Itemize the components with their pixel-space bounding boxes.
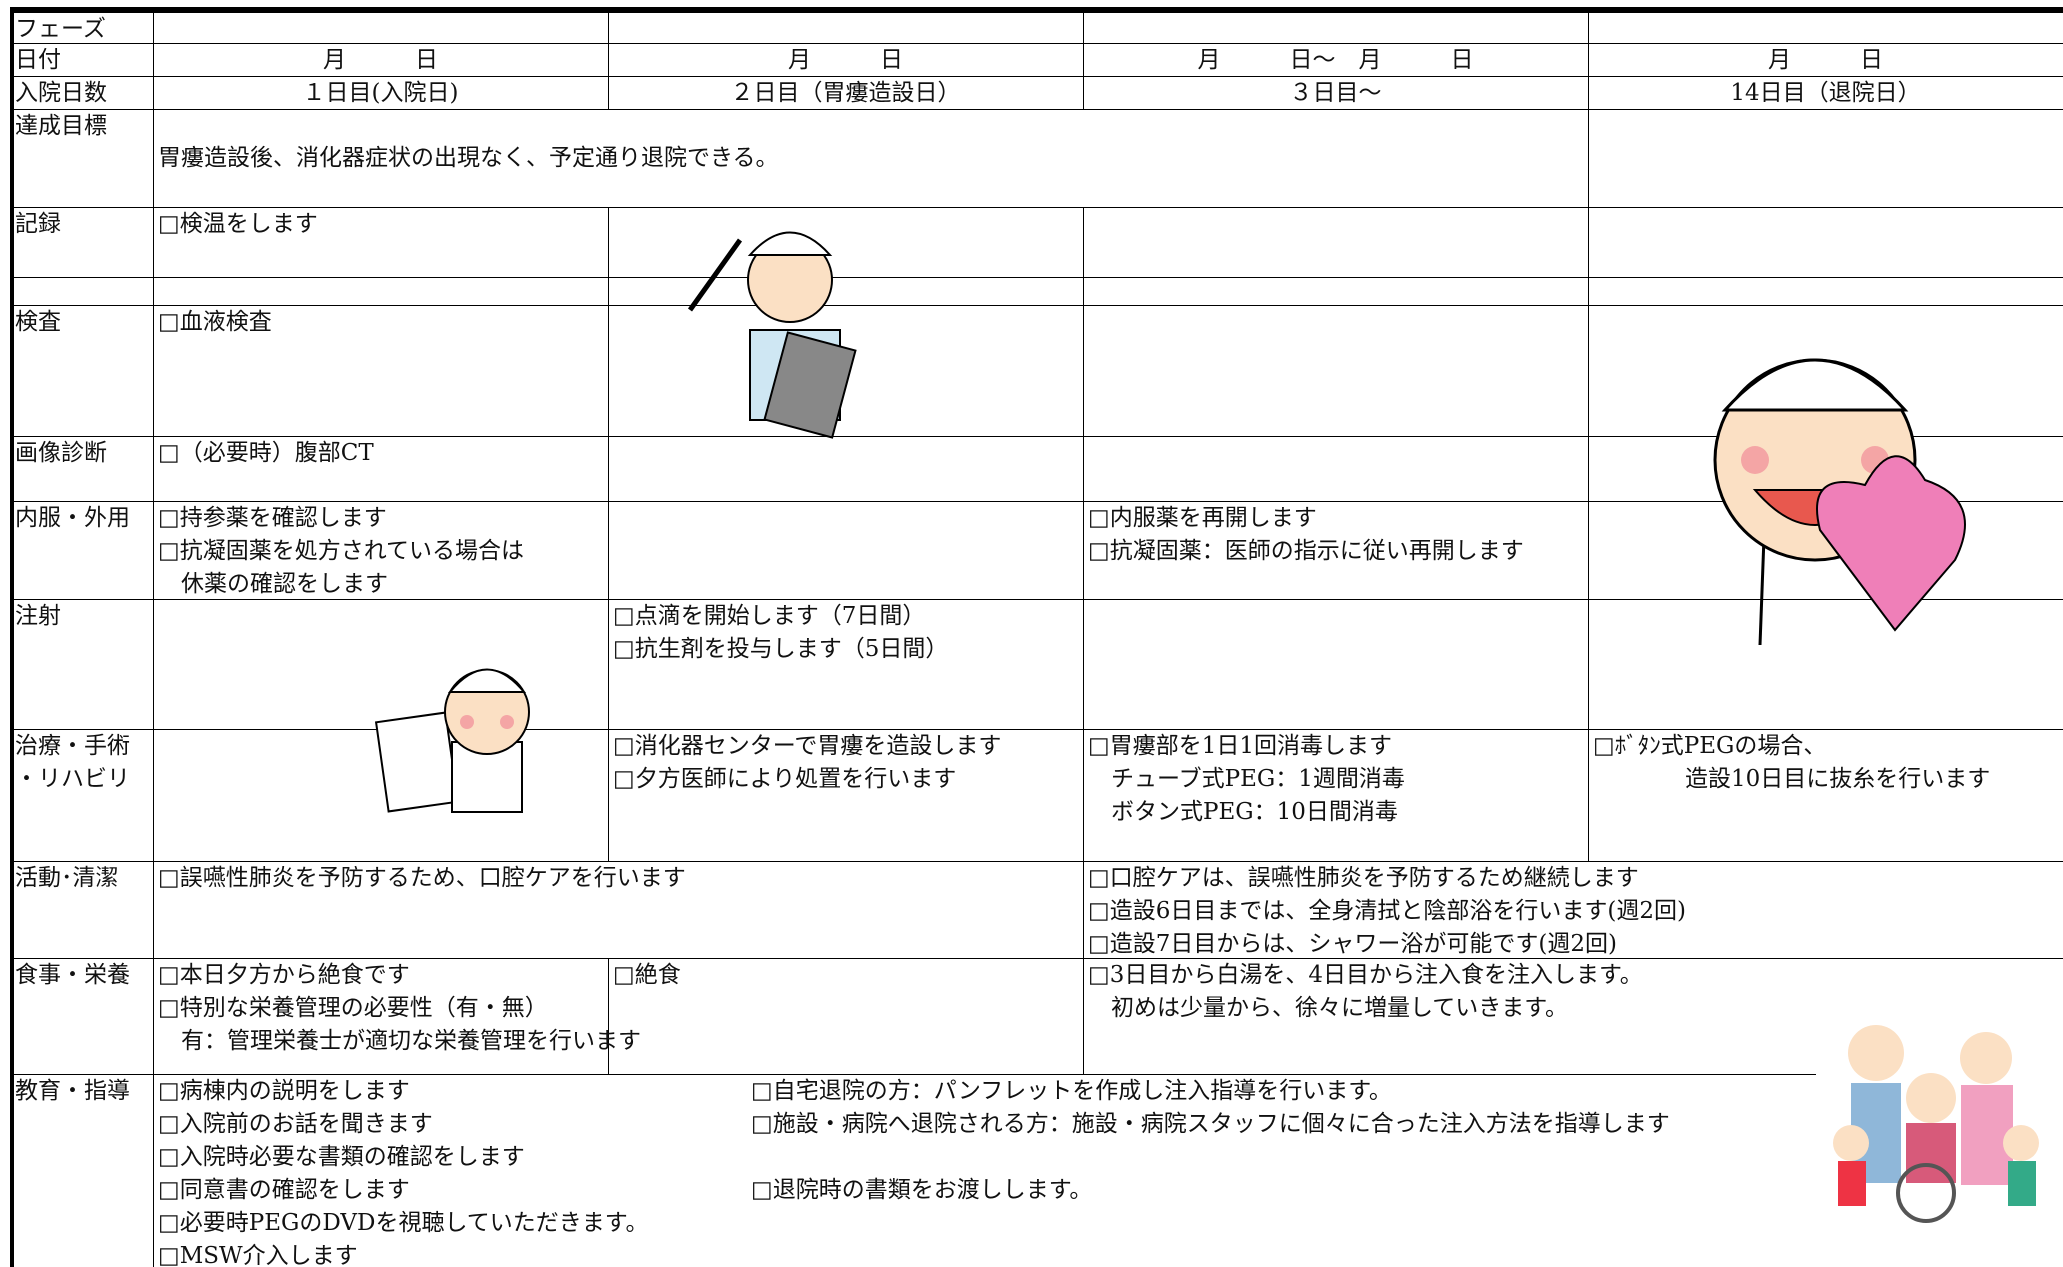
table-cell xyxy=(1588,501,2063,600)
row-label: 検査 xyxy=(15,309,61,335)
cell-text: １日目(入院日) xyxy=(302,80,459,106)
cell-text: □施設・病院へ退院される方：施設・病院スタッフに個々に合った注入方法を指導します xyxy=(751,1111,1670,1137)
cell-text: □造設7日目からは、シャワー浴が可能です(週2回) xyxy=(1088,931,1617,957)
row-label: フェーズ xyxy=(15,16,106,42)
row-label: 教育・指導 xyxy=(15,1078,130,1104)
label-cell xyxy=(13,277,154,306)
cell-text: □胃瘻部を1日1回消毒します xyxy=(1088,733,1392,759)
cell-text: □点滴を開始します（7日間） xyxy=(613,603,926,629)
cell-text: □抗生剤を投与します（5日間） xyxy=(613,636,949,662)
table-cell xyxy=(1083,599,1589,730)
cell-text: 有：管理栄養士が適切な栄養管理を行います xyxy=(158,1028,641,1054)
cell-text: 胃瘻造設後、消化器症状の出現なく、予定通り退院できる。 xyxy=(158,144,779,171)
cell-text: □自宅退院の方：パンフレットを作成し注入指導を行います。 xyxy=(751,1078,1392,1104)
table-cell xyxy=(1083,305,1589,437)
cell-text: □MSW介入します xyxy=(158,1243,358,1267)
row-label: 記録 xyxy=(15,211,61,237)
cell-text: ３日目～ xyxy=(1289,80,1382,106)
table-cell xyxy=(1588,436,2063,502)
cell-text: □入院前のお話を聞きます xyxy=(158,1111,433,1137)
table-cell xyxy=(608,501,1084,600)
row-label: 活動･清潔 xyxy=(15,865,119,891)
cell-text: □必要時PEGのDVDを視聴していただきます。 xyxy=(158,1210,649,1236)
cell-text: チューブ式PEG：1週間消毒 xyxy=(1088,766,1405,792)
cell-text: □本日夕方から絶食です xyxy=(158,962,410,988)
row-label: 内服・外用 xyxy=(15,505,130,531)
table-cell xyxy=(1588,12,2063,44)
cell-text: 休薬の確認をします xyxy=(158,571,388,597)
cell-text: 月 日 xyxy=(788,47,903,73)
cell-text: □造設6日目までは、全身清拭と陰部浴を行います(週2回) xyxy=(1088,898,1686,924)
cell-text: □血液検査 xyxy=(158,309,272,335)
row-label: 画像診断 xyxy=(15,440,107,466)
table-cell xyxy=(153,599,609,730)
cell-text: □口腔ケアは、誤嚥性肺炎を予防するため継続します xyxy=(1088,865,1639,891)
cell-text: ２日目（胃瘻造設日） xyxy=(730,80,961,106)
table-cell xyxy=(153,12,609,44)
table-cell xyxy=(608,305,1084,437)
table-cell xyxy=(1588,305,2063,437)
cell-text: □ﾎﾞﾀﾝ式PEGの場合、 xyxy=(1593,733,1827,759)
table-cell xyxy=(1588,109,2063,208)
cell-text: □絶食 xyxy=(613,962,681,988)
table-cell xyxy=(153,277,609,306)
cell-text: □消化器センターで胃瘻を造設します xyxy=(613,733,1002,759)
table-cell xyxy=(608,436,1084,502)
cell-text: 14日目（退院日） xyxy=(1730,80,1921,106)
row-label: 達成目標 xyxy=(15,113,107,139)
cell-text: 月 日 xyxy=(1768,47,1883,73)
table-cell xyxy=(1083,277,1589,306)
cell-text: □内服薬を再開します xyxy=(1088,505,1317,531)
table-cell xyxy=(1083,207,1589,278)
cell-text: □特別な栄養管理の必要性（有・無） xyxy=(158,995,548,1021)
cell-text: □検温をします xyxy=(158,211,318,237)
cell-text: □同意書の確認をします xyxy=(158,1177,410,1203)
top-rule xyxy=(10,7,2063,12)
cell-text: □（必要時）腹部CT xyxy=(158,440,374,466)
cell-text: 月 日 xyxy=(323,47,438,73)
row-label: 治療・手術 xyxy=(15,733,130,759)
cell-text: □病棟内の説明をします xyxy=(158,1078,410,1104)
left-rule xyxy=(10,7,14,1267)
cell-text: 初めは少量から、徐々に増量していきます。 xyxy=(1088,995,1569,1021)
cell-text: □抗凝固薬：医師の指示に従い再開します xyxy=(1088,538,1524,564)
table-cell xyxy=(608,277,1084,306)
row-label: 入院日数 xyxy=(15,80,107,106)
table-cell xyxy=(1083,12,1589,44)
cell-text: □入院時必要な書類の確認をします xyxy=(158,1144,525,1170)
cell-text: □退院時の書類をお渡しします。 xyxy=(751,1177,1093,1203)
table-cell xyxy=(1588,599,2063,730)
cell-text: 月 日～ 月 日 xyxy=(1197,47,1474,73)
row-label: 食事・栄養 xyxy=(15,962,130,988)
row-label: ・リハビリ xyxy=(15,766,130,792)
table-cell xyxy=(153,729,609,862)
table-cell xyxy=(608,12,1084,44)
table-cell xyxy=(1588,207,2063,278)
table-cell xyxy=(1083,436,1589,502)
cell-text: □持参薬を確認します xyxy=(158,505,387,531)
cell-text: □抗凝固薬を処方されている場合は xyxy=(158,538,525,564)
row-label: 注射 xyxy=(15,603,61,629)
table-cell xyxy=(1588,277,2063,306)
cell-text: □3日目から白湯を、4日目から注入食を注入します。 xyxy=(1088,962,1643,988)
cell-text: □誤嚥性肺炎を予防するため、口腔ケアを行います xyxy=(158,865,686,891)
cell-text: ボタン式PEG：10日間消毒 xyxy=(1088,799,1398,825)
table-cell xyxy=(608,207,1084,278)
cell-text: 造設10日目に抜糸を行います xyxy=(1593,766,1991,792)
cell-text: □夕方医師により処置を行います xyxy=(613,766,957,792)
row-label: 日付 xyxy=(15,47,61,73)
